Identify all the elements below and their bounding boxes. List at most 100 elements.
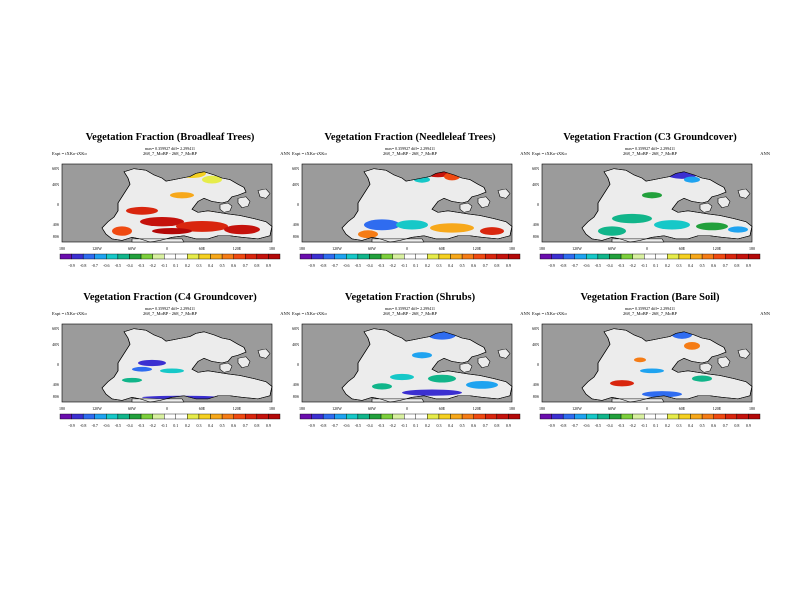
vegetation-patch <box>598 226 626 236</box>
colorbar-label: 0.8 <box>254 263 260 268</box>
colorbar-label: -0.3 <box>377 263 385 268</box>
panel-stats: max= 0.359927 diff= 2.299411 <box>385 146 435 151</box>
panel-stats: max= 0.359927 diff= 2.299411 <box>145 306 195 311</box>
colorbar-label: -0.6 <box>583 263 590 268</box>
colorbar-swatch <box>609 413 622 420</box>
vegetation-patch <box>692 375 712 382</box>
latitude-label: 40S <box>293 222 299 227</box>
colorbar-label: -0.5 <box>354 423 362 428</box>
colorbar-label: 0.7 <box>722 263 728 268</box>
coastline <box>341 328 513 403</box>
island <box>237 196 251 208</box>
longitude-label: 0 <box>646 406 648 411</box>
colorbar-label: -0.4 <box>606 423 613 428</box>
colorbar-label: -0.2 <box>629 263 636 268</box>
panel-stats: max= 0.359927 diff= 2.299411 <box>385 306 435 311</box>
longitude-label: 180 <box>749 406 755 411</box>
island <box>219 362 233 373</box>
latitude-label: 40S <box>533 382 539 387</box>
colorbar-swatch <box>129 253 142 260</box>
longitude-label: 120E <box>713 246 722 251</box>
colorbar-swatch <box>496 253 509 260</box>
dataset-label: 268_7_MoBP - 268_7_MoBP <box>382 311 438 316</box>
colorbar-label: -0.4 <box>126 423 133 428</box>
colorbar-swatch <box>187 253 200 260</box>
colorbar-swatch <box>357 413 370 420</box>
colorbar-label: 0.7 <box>482 423 488 428</box>
island <box>497 188 511 199</box>
colorbar-label: -0.7 <box>91 263 98 268</box>
colorbar-swatch <box>539 253 552 260</box>
colorbar-swatch <box>369 413 382 420</box>
colorbar-swatch <box>256 253 269 260</box>
colorbar-swatch <box>562 413 575 420</box>
panel-stats: max= 0.359927 diff= 2.299411 <box>625 146 675 151</box>
colorbar-swatch <box>678 413 691 420</box>
colorbar <box>299 413 521 420</box>
colorbar-label: -0.8 <box>319 423 327 428</box>
season-label: ANN <box>280 311 290 316</box>
colorbar-swatch <box>632 413 645 420</box>
vegetation-patch <box>466 380 498 389</box>
longitude-label: 60W <box>608 246 616 251</box>
colorbar-label: 0.5 <box>699 423 705 428</box>
colorbar-label: 0.9 <box>505 423 511 428</box>
colorbar-label: -0.1 <box>161 423 168 428</box>
colorbar-label: -0.4 <box>126 263 133 268</box>
colorbar-swatch <box>94 253 107 260</box>
island <box>257 348 271 359</box>
colorbar-label: 0.4 <box>688 423 694 428</box>
colorbar-swatch <box>701 413 714 420</box>
vegetation-patch <box>480 227 504 235</box>
colorbar-swatch <box>210 413 223 420</box>
colorbar-label: 0.4 <box>208 263 214 268</box>
colorbar-swatch <box>71 413 84 420</box>
longitude-label: 180 <box>299 246 305 251</box>
colorbar-label: -0.5 <box>114 263 122 268</box>
colorbar-swatch <box>508 413 521 420</box>
colorbar-label: 0.1 <box>413 423 419 428</box>
season-label: ANN <box>760 151 770 156</box>
world-map: 60N 40N 0 40S 80S 180 120W 60W 0 60E 120E 180 <box>52 163 275 251</box>
dataset-label: 268_7_MoBP - 268_7_MoBP <box>142 311 198 316</box>
colorbar-swatch <box>334 253 347 260</box>
colorbar-label: -0.2 <box>629 423 636 428</box>
island <box>699 202 713 213</box>
colorbar-swatch <box>164 413 176 420</box>
longitude-label: 0 <box>646 246 648 251</box>
colorbar-swatch <box>369 253 382 260</box>
colorbar-label: 0.2 <box>424 423 430 428</box>
colorbar <box>59 413 281 420</box>
latitude-label: 40N <box>292 182 299 187</box>
colorbar-label: 0.6 <box>231 423 237 428</box>
colorbar-swatch <box>713 413 726 420</box>
colorbar-swatch <box>485 413 498 420</box>
colorbar <box>539 253 761 260</box>
colorbar-label: 0.1 <box>413 263 419 268</box>
longitude-label: 60E <box>439 246 446 251</box>
latitude-label: 40N <box>52 182 59 187</box>
colorbar-label: 0.2 <box>184 423 190 428</box>
colorbar-swatch <box>380 413 393 420</box>
vegetation-patch <box>642 391 682 398</box>
colorbar-swatch <box>496 413 509 420</box>
colorbar-swatch <box>221 413 234 420</box>
island <box>717 356 731 368</box>
vegetation-patch <box>430 223 474 233</box>
colorbar-label: 0.3 <box>196 263 202 268</box>
latitude-label: 0 <box>297 202 299 207</box>
colorbar-swatch <box>299 413 312 420</box>
colorbar-swatch <box>655 413 668 420</box>
colorbar-label: 0.5 <box>699 263 705 268</box>
vegetation-patch <box>138 359 166 367</box>
colorbar-label: 0.3 <box>436 423 442 428</box>
colorbar-label: -0.1 <box>641 263 648 268</box>
latitude-label: 80S <box>53 234 59 239</box>
colorbar-swatch <box>620 413 633 420</box>
vegetation-patch <box>224 224 260 235</box>
coastline <box>581 328 753 403</box>
colorbar-label: 0.5 <box>459 263 465 268</box>
longitude-label: 180 <box>269 246 275 251</box>
colorbar-swatch <box>311 413 324 420</box>
colorbar-swatch <box>450 413 463 420</box>
